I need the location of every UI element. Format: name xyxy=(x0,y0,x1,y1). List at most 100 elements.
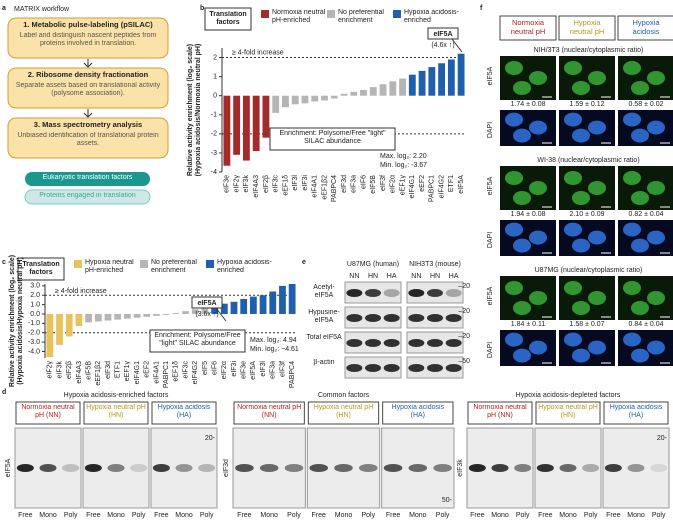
x-tick-label: eEF2 xyxy=(419,175,426,192)
blot-band xyxy=(62,464,80,472)
bar xyxy=(201,307,209,314)
condition-label-box: Hypoxia acidosis (HA) xyxy=(610,404,663,419)
y-tick-label: 0.0 xyxy=(30,311,40,318)
fraction-label: Poly xyxy=(652,512,666,519)
blot-band xyxy=(84,464,102,472)
cell xyxy=(623,332,641,347)
step-title-box: 3. Mass spectrometry analysis xyxy=(34,121,142,129)
fraction-label: Poly xyxy=(516,512,530,519)
blot-band xyxy=(427,339,443,347)
x-tick-label: eIF3e xyxy=(241,361,248,379)
x-tick-label: eEF2 xyxy=(144,361,151,378)
blot-band xyxy=(445,364,462,372)
bar xyxy=(301,95,309,104)
row-label-box: Acetyl-eIF5A xyxy=(313,284,334,299)
bar xyxy=(153,313,160,316)
fraction-label: Free xyxy=(237,512,252,519)
fraction-label: Free xyxy=(312,512,327,519)
legend-swatch xyxy=(206,260,214,268)
bar xyxy=(288,284,296,314)
blot-band xyxy=(198,464,216,472)
fraction-label: Poly xyxy=(584,512,598,519)
x-tick-label: eIF3k xyxy=(56,361,63,379)
condition-label-box: Hypoxia neutral pH (HN) xyxy=(314,404,374,419)
x-tick-label: eIF3l xyxy=(292,175,299,191)
bar xyxy=(279,285,286,314)
bar xyxy=(85,313,93,323)
cell xyxy=(529,181,547,195)
blot-band xyxy=(365,289,381,297)
bar xyxy=(379,84,387,96)
blot-band xyxy=(175,464,193,472)
highlight-box xyxy=(191,296,223,309)
condition: NN xyxy=(411,273,421,280)
blot-band xyxy=(346,339,363,347)
cell-line: NIH3T3 (mouse) xyxy=(409,261,461,268)
blot-band xyxy=(427,364,443,372)
cell xyxy=(623,222,641,237)
bar xyxy=(75,313,83,327)
fraction-label: Free xyxy=(606,512,621,519)
row-label-box: Total eIF5A xyxy=(306,334,341,341)
legend-label: Hypoxia acidosis-enriched xyxy=(404,9,459,25)
cell-line-title: NIH/3T3 (nuclear/cytoplasmic ratio) xyxy=(534,47,644,54)
cell xyxy=(631,191,649,205)
blot-band xyxy=(408,314,425,322)
panel-letter: e xyxy=(302,259,306,266)
cell xyxy=(529,340,547,355)
x-tick-label: eIF4G1 xyxy=(409,175,416,198)
x-tick-label: eEF1γ xyxy=(124,361,131,382)
enrichment-box xyxy=(269,127,396,151)
condition: NN xyxy=(349,273,359,280)
x-tick-label: ETF1 xyxy=(448,175,455,192)
bar xyxy=(162,313,170,315)
cell xyxy=(623,171,641,185)
condition: HN xyxy=(368,273,378,280)
cell xyxy=(505,222,523,237)
y-axis-label: Relative activity enrichment (log₂ scale… xyxy=(9,255,16,387)
cell xyxy=(529,230,547,245)
blot-band xyxy=(309,464,329,472)
x-tick-label: eEF1δ xyxy=(173,361,180,382)
condition-label: Normoxia neutral pH (NN) xyxy=(237,404,302,420)
x-tick-label: eIF3d xyxy=(341,175,348,193)
enrichment-text-box: Enrichment: Polysome/Free "light" SILAC … xyxy=(279,130,385,145)
x-tick-label: eIF5A xyxy=(458,175,465,194)
x-tick-label: eIF3i xyxy=(302,175,309,191)
cell xyxy=(564,112,582,127)
bar xyxy=(172,313,180,314)
panel-letter: a xyxy=(2,5,6,12)
blot-band xyxy=(582,464,600,472)
row-label: DAPI xyxy=(487,342,494,358)
panel-letter: b xyxy=(200,5,204,12)
y-tick-label: 3.0 xyxy=(30,283,40,290)
cell xyxy=(529,71,547,85)
y-tick-label: 2 xyxy=(213,54,217,61)
row-label: β-actin xyxy=(313,359,335,366)
step-title-box: 1. Metabolic pulse-labeling (pSILAC) xyxy=(23,21,153,29)
annotation: ≥ 4-fold increase xyxy=(232,49,284,56)
fraction-label: Mono xyxy=(39,512,57,519)
bar xyxy=(223,95,231,166)
fraction-label: Poly xyxy=(132,512,146,519)
bar xyxy=(240,298,248,314)
bar xyxy=(350,91,358,96)
size-marker: –20 xyxy=(458,333,470,340)
x-tick-label: eIF5 xyxy=(202,361,209,375)
blot-band xyxy=(383,289,400,297)
bar xyxy=(321,95,328,101)
row-label: Hypusine-eIF5A xyxy=(308,309,340,325)
panel-letter: f xyxy=(480,5,483,12)
x-tick-label: PABPC4 xyxy=(289,361,296,388)
blot-band xyxy=(408,339,425,347)
blot-band xyxy=(235,464,254,472)
bar xyxy=(211,305,219,314)
condition-box xyxy=(151,401,217,425)
blot-band xyxy=(408,464,428,472)
blot-band xyxy=(152,464,170,472)
condition: HA xyxy=(387,273,397,280)
cell xyxy=(588,181,606,195)
fraction-label: Mono xyxy=(491,512,509,519)
bar xyxy=(291,95,299,105)
condition-label: Hypoxia neutral pH (HN) xyxy=(86,404,146,420)
